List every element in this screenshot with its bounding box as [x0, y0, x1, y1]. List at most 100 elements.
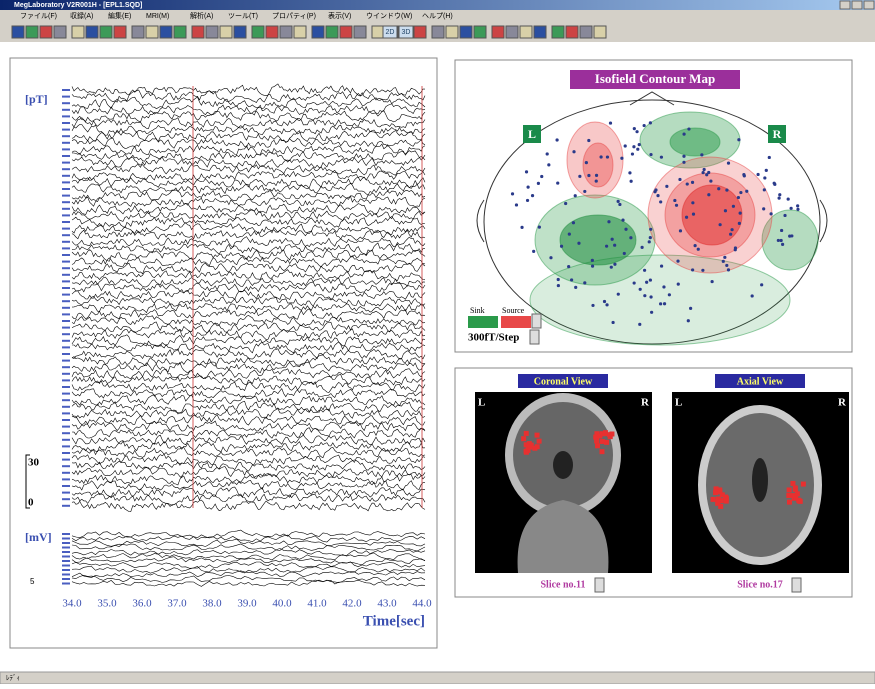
sensor-dot	[564, 202, 567, 205]
toolbar-button[interactable]	[72, 26, 84, 38]
toolbar-button[interactable]	[86, 26, 98, 38]
toolbar-button[interactable]	[174, 26, 186, 38]
slice-label: Slice no.11	[540, 579, 585, 590]
sensor-dot	[760, 283, 763, 286]
dipole-marker	[786, 493, 791, 498]
sensor-dot	[526, 199, 529, 202]
toolbar-button[interactable]	[132, 26, 144, 38]
sensor-dot	[739, 212, 742, 215]
sensor-dot	[707, 193, 710, 196]
slice-spinner[interactable]	[792, 578, 801, 592]
toolbar-button[interactable]	[220, 26, 232, 38]
toolbar-button[interactable]	[534, 26, 546, 38]
dipole-marker	[719, 498, 724, 503]
sensor-dot	[790, 207, 793, 210]
toolbar-button[interactable]	[506, 26, 518, 38]
toolbar-button[interactable]	[340, 26, 352, 38]
meg-unit: [pT]	[25, 92, 48, 106]
toolbar-button[interactable]	[566, 26, 578, 38]
sensor-dot	[783, 214, 786, 217]
toolbar-button[interactable]	[100, 26, 112, 38]
toolbar-button[interactable]	[160, 26, 172, 38]
toolbar-button[interactable]	[460, 26, 472, 38]
toolbar-button[interactable]	[206, 26, 218, 38]
slice-spinner[interactable]	[595, 578, 604, 592]
toolbar-button[interactable]	[114, 26, 126, 38]
contour-region	[682, 185, 742, 245]
toolbar-button[interactable]	[40, 26, 52, 38]
sensor-dot	[773, 182, 776, 185]
window-button[interactable]	[864, 1, 874, 9]
menu-item[interactable]: ヘルプ(H)	[422, 12, 453, 20]
toolbar-button[interactable]	[12, 26, 24, 38]
source-spinner[interactable]	[532, 314, 541, 328]
sensor-dot	[724, 209, 727, 212]
toolbar-button[interactable]	[146, 26, 158, 38]
toolbar-button[interactable]	[54, 26, 66, 38]
toolbar-button[interactable]	[252, 26, 264, 38]
toolbar-button[interactable]	[192, 26, 204, 38]
toolbar-button[interactable]	[492, 26, 504, 38]
sensor-dot	[691, 181, 694, 184]
toolbar-button[interactable]	[234, 26, 246, 38]
toolbar-label[interactable]: 3D	[402, 29, 411, 36]
dipole-marker	[717, 489, 722, 494]
sensor-dot	[532, 250, 535, 253]
sensor-dot	[649, 153, 652, 156]
sensor-dot	[697, 248, 700, 251]
toolbar-button[interactable]	[372, 26, 384, 38]
toolbar-button[interactable]	[26, 26, 38, 38]
toolbar-button[interactable]	[414, 26, 426, 38]
sensor-dot	[679, 229, 682, 232]
sensor-dot	[738, 222, 741, 225]
toolbar-button[interactable]	[326, 26, 338, 38]
dipole-marker	[787, 500, 792, 505]
menu-item[interactable]: ファイル(F)	[20, 12, 57, 20]
sensor-dot	[649, 236, 652, 239]
sensor-dot	[531, 194, 534, 197]
toolbar-button[interactable]	[294, 26, 306, 38]
toolbar-button[interactable]	[312, 26, 324, 38]
toolbar-label[interactable]: 2D	[386, 29, 395, 36]
sensor-dot	[555, 138, 558, 141]
source-swatch	[501, 316, 531, 328]
time-tick-label: 44.0	[412, 598, 432, 610]
contour-title: Isofield Contour Map	[595, 71, 715, 86]
menu-item[interactable]: 編集(E)	[108, 11, 131, 20]
sensor-dot	[645, 281, 648, 284]
menu-item[interactable]: ツール(T)	[228, 13, 258, 20]
menu-item[interactable]: 表示(V)	[328, 11, 351, 20]
toolbar-button[interactable]	[520, 26, 532, 38]
step-spinner[interactable]	[530, 330, 539, 344]
window-button[interactable]	[840, 1, 850, 9]
sensor-dot	[632, 145, 635, 148]
toolbar-button[interactable]	[280, 26, 292, 38]
toolbar-button[interactable]	[432, 26, 444, 38]
menu-item[interactable]: 解析(A)	[190, 11, 213, 20]
dipole-marker	[793, 487, 798, 492]
toolbar-button[interactable]	[594, 26, 606, 38]
menu-item[interactable]: ウインドウ(W)	[366, 12, 412, 20]
menu-item[interactable]: 収録(A)	[70, 11, 93, 20]
dipole-marker	[723, 495, 728, 500]
window-button[interactable]	[852, 1, 862, 9]
toolbar-button[interactable]	[474, 26, 486, 38]
sensor-dot	[682, 133, 685, 136]
sensor-dot	[687, 319, 690, 322]
sensor-dot	[525, 170, 528, 173]
menu-item[interactable]: MRI(M)	[146, 13, 169, 20]
menu-item[interactable]: プロパティ(P)	[272, 12, 316, 20]
toolbar-button[interactable]	[266, 26, 278, 38]
sensor-dot	[605, 303, 608, 306]
sensor-dot	[777, 239, 780, 242]
sensor-dot	[572, 150, 575, 153]
toolbar-button[interactable]	[446, 26, 458, 38]
toolbar-button[interactable]	[580, 26, 592, 38]
dipole-marker	[787, 487, 792, 492]
toolbar-button[interactable]	[552, 26, 564, 38]
toolbar-button[interactable]	[354, 26, 366, 38]
sensor-dot	[635, 130, 638, 133]
sensor-dot	[643, 269, 646, 272]
sensor-dot	[732, 205, 735, 208]
time-tick-label: 38.0	[202, 598, 222, 610]
